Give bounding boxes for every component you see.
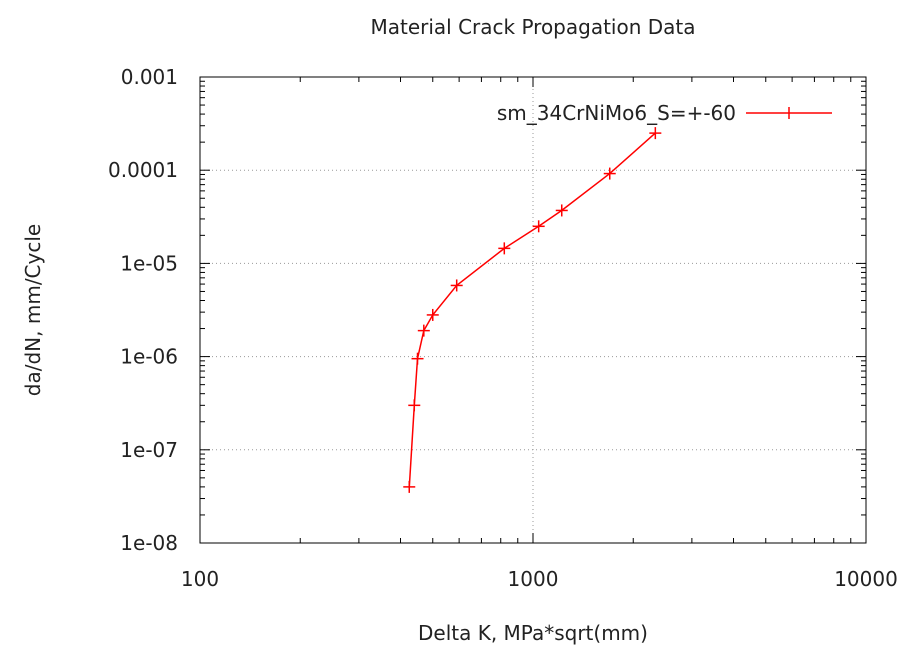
data-point — [532, 220, 545, 233]
y-tick-label: 1e-07 — [120, 438, 178, 462]
y-tick-label: 0.001 — [121, 65, 178, 89]
data-point — [555, 204, 568, 217]
ticks — [199, 76, 867, 544]
data-point — [408, 399, 421, 412]
y-tick-label: 1e-05 — [120, 251, 178, 275]
series-line — [408, 132, 656, 487]
chart-title: Material Crack Propagation Data — [370, 15, 695, 39]
y-tick-label: 1e-06 — [120, 345, 178, 369]
x-tick-label: 10000 — [834, 567, 898, 591]
x-axis-label: Delta K, MPa*sqrt(mm) — [418, 621, 648, 645]
data-point — [649, 127, 662, 140]
x-tick-label: 1000 — [508, 567, 559, 591]
data-point — [426, 308, 439, 321]
data-point — [417, 324, 430, 337]
y-axis-label: da/dN, mm/Cycle — [21, 224, 45, 396]
tick-labels: 100 1000 10000 1e-08 1e-07 1e-06 1e-05 0.0001 0.… — [108, 65, 898, 591]
x-tick-label: 100 — [181, 567, 219, 591]
legend: sm_34CrNiMo6_S=+-60 — [497, 101, 832, 125]
y-tick-label: 0.0001 — [108, 158, 178, 182]
series — [403, 127, 662, 493]
legend-label: sm_34CrNiMo6_S=+-60 — [497, 101, 736, 125]
grid — [200, 77, 866, 543]
data-point — [403, 480, 416, 493]
data-point — [450, 279, 463, 292]
data-point — [498, 242, 511, 255]
y-tick-label: 1e-08 — [120, 531, 178, 555]
data-point — [603, 167, 616, 180]
data-point — [411, 352, 424, 365]
